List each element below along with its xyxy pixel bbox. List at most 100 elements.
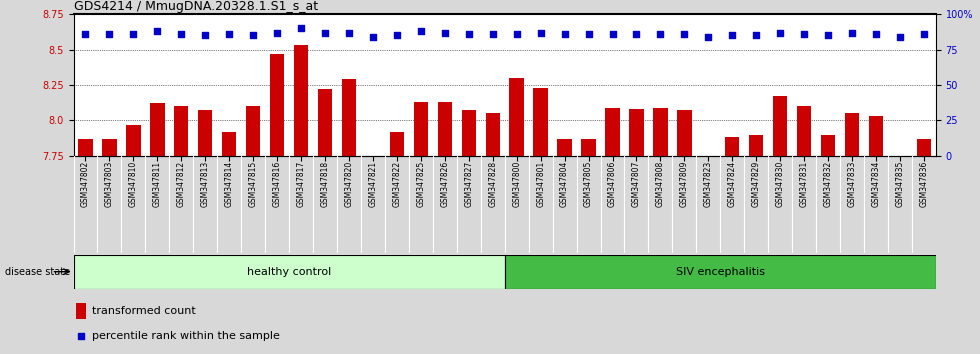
- Text: GSM347814: GSM347814: [224, 161, 233, 207]
- Bar: [821, 135, 835, 156]
- Point: [916, 31, 932, 37]
- Point: [868, 31, 884, 37]
- Point: [772, 30, 788, 35]
- Text: GSM347812: GSM347812: [176, 161, 186, 207]
- Point: [173, 31, 189, 37]
- Point: [150, 28, 166, 34]
- Bar: [725, 137, 740, 156]
- Bar: [318, 89, 332, 156]
- Text: GSM347815: GSM347815: [249, 161, 258, 207]
- Text: GSM347806: GSM347806: [608, 161, 617, 207]
- Bar: [510, 78, 524, 156]
- Text: GSM347833: GSM347833: [848, 161, 857, 207]
- Point: [389, 33, 405, 38]
- Point: [270, 30, 285, 35]
- Point: [318, 30, 333, 35]
- Text: GSM347813: GSM347813: [201, 161, 210, 207]
- Point: [437, 30, 453, 35]
- Bar: [198, 110, 213, 156]
- Point: [724, 33, 740, 38]
- Point: [581, 31, 597, 37]
- Bar: [845, 113, 859, 156]
- Bar: [505, 255, 936, 289]
- Text: GSM347810: GSM347810: [129, 161, 138, 207]
- Text: GSM347830: GSM347830: [776, 161, 785, 207]
- Point: [293, 25, 309, 31]
- Point: [892, 34, 907, 40]
- Bar: [126, 125, 140, 156]
- Text: GSM347807: GSM347807: [632, 161, 641, 207]
- Point: [197, 33, 213, 38]
- Point: [653, 31, 668, 37]
- Bar: [533, 88, 548, 156]
- Bar: [606, 108, 619, 156]
- Bar: [797, 106, 811, 156]
- Text: GSM347836: GSM347836: [919, 161, 928, 207]
- Text: GSM347821: GSM347821: [368, 161, 377, 207]
- Point: [77, 31, 93, 37]
- Bar: [414, 102, 428, 156]
- Bar: [75, 303, 86, 319]
- Bar: [749, 135, 763, 156]
- Text: GSM347803: GSM347803: [105, 161, 114, 207]
- Text: GSM347825: GSM347825: [416, 161, 425, 207]
- Bar: [773, 96, 787, 156]
- Text: GSM347818: GSM347818: [320, 161, 329, 207]
- Text: GSM347800: GSM347800: [513, 161, 521, 207]
- Point: [509, 31, 524, 37]
- Point: [413, 28, 428, 34]
- Bar: [174, 106, 188, 156]
- Text: transformed count: transformed count: [91, 306, 195, 316]
- Bar: [246, 106, 261, 156]
- Bar: [74, 255, 505, 289]
- Bar: [438, 102, 452, 156]
- Text: GSM347804: GSM347804: [561, 161, 569, 207]
- Text: SIV encephalitis: SIV encephalitis: [676, 267, 764, 277]
- Point: [844, 30, 859, 35]
- Point: [820, 33, 836, 38]
- Text: disease state: disease state: [5, 267, 70, 277]
- Point: [366, 34, 381, 40]
- Text: healthy control: healthy control: [247, 267, 331, 277]
- Point: [533, 30, 549, 35]
- Text: GSM347805: GSM347805: [584, 161, 593, 207]
- Bar: [390, 132, 404, 156]
- Point: [676, 31, 692, 37]
- Point: [557, 31, 572, 37]
- Text: GSM347801: GSM347801: [536, 161, 545, 207]
- Text: GSM347808: GSM347808: [656, 161, 664, 207]
- Bar: [558, 139, 571, 156]
- Text: GSM347823: GSM347823: [704, 161, 712, 207]
- Bar: [102, 139, 117, 156]
- Bar: [462, 110, 476, 156]
- Text: GSM347827: GSM347827: [465, 161, 473, 207]
- Text: GSM347809: GSM347809: [680, 161, 689, 207]
- Bar: [677, 110, 692, 156]
- Text: GSM347820: GSM347820: [345, 161, 354, 207]
- Text: GSM347828: GSM347828: [488, 161, 497, 207]
- Point: [605, 31, 620, 37]
- Text: GSM347817: GSM347817: [297, 161, 306, 207]
- Bar: [869, 116, 883, 156]
- Point: [701, 34, 716, 40]
- Text: GSM347824: GSM347824: [728, 161, 737, 207]
- Point: [461, 31, 476, 37]
- Text: GSM347831: GSM347831: [800, 161, 808, 207]
- Text: GSM347834: GSM347834: [871, 161, 880, 207]
- Point: [102, 31, 118, 37]
- Point: [797, 31, 812, 37]
- Point: [221, 31, 237, 37]
- Bar: [342, 79, 356, 156]
- Point: [485, 31, 501, 37]
- Text: GSM347802: GSM347802: [81, 161, 90, 207]
- Text: GSM347826: GSM347826: [440, 161, 449, 207]
- Point: [628, 31, 644, 37]
- Bar: [485, 113, 500, 156]
- Text: GSM347829: GSM347829: [752, 161, 760, 207]
- Bar: [150, 103, 165, 156]
- Bar: [270, 54, 284, 156]
- Text: GDS4214 / MmugDNA.20328.1.S1_s_at: GDS4214 / MmugDNA.20328.1.S1_s_at: [74, 0, 318, 13]
- Bar: [78, 139, 93, 156]
- Text: GSM347822: GSM347822: [392, 161, 402, 207]
- Bar: [654, 108, 667, 156]
